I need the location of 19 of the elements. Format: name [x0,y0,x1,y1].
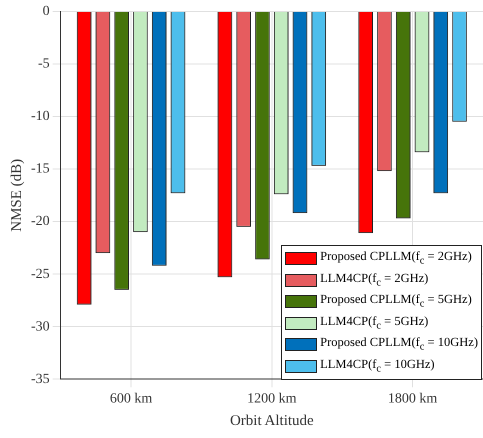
legend-label: Proposed CPLLM(f$_{c}$ = 2GHz) [320,248,472,268]
y-tick-label: 0 [42,4,50,20]
legend-label: Proposed CPLLM(f$_{c}$ = 10GHz) [320,334,478,354]
legend-label: LLM4CP(f$_{c}$ = 10GHz) [320,356,435,376]
x-tick-label: 1800 km [388,391,438,406]
y-axis-title: NMSE (dB) [8,158,25,232]
x-axis-title: Orbit Altitude [230,412,314,429]
y-tick-label: -15 [30,162,50,177]
y-tick-label: -35 [30,372,50,387]
legend-label: Proposed CPLLM(f$_{c}$ = 5GHz) [320,291,472,312]
legend-label: LLM4CP(f$_{c}$ = 2GHz) [320,270,428,290]
y-tick-label: -30 [30,319,50,334]
x-tick-label: 1200 km [247,391,297,406]
y-tick-label: -20 [30,214,50,230]
y-tick-label: -10 [30,109,50,124]
y-tick-label: -5 [38,56,50,72]
x-tick-label: 600 km [110,391,152,406]
legend-label: LLM4CP(f$_{c}$ = 5GHz) [320,312,428,333]
y-tick-label: -25 [30,266,50,282]
